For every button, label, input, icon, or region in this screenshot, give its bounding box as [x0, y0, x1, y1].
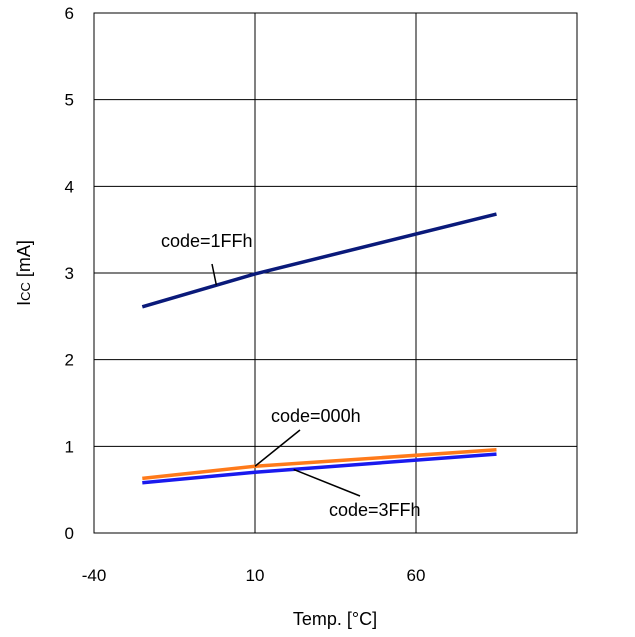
annotation-leader-line [211, 263, 218, 286]
annotation-label: code=1FFh [161, 231, 253, 251]
series-annotations: code=1FFh code=000h code=3FFh [161, 231, 421, 520]
y-tick-label: 6 [65, 4, 74, 23]
series-lines [141, 212, 497, 485]
y-tick-label: 5 [65, 91, 74, 110]
series-line-1 [141, 212, 497, 309]
y-axis-label-main: I [14, 301, 34, 306]
y-axis-label-unit: [mA] [14, 240, 34, 282]
annotation-leader-line [293, 468, 361, 497]
y-tick-label: 3 [65, 264, 74, 283]
x-tick-label: 60 [407, 566, 426, 585]
annotation-label: code=3FFh [329, 500, 421, 520]
x-axis-label: Temp. [°C] [293, 609, 377, 629]
x-tick-label: 10 [246, 566, 265, 585]
y-axis-label-sub: CC [18, 282, 33, 301]
y-axis-ticks: 0 1 2 3 4 5 6 [65, 4, 74, 543]
annotation-leader-line [254, 429, 301, 467]
y-tick-label: 4 [65, 177, 74, 196]
y-tick-label: 1 [65, 437, 74, 456]
x-tick-label: -40 [82, 566, 107, 585]
annotation-label: code=000h [271, 406, 361, 426]
y-tick-label: 0 [65, 524, 74, 543]
series-line-2 [142, 448, 497, 481]
y-tick-label: 2 [65, 351, 74, 370]
x-axis-ticks: -40 10 60 [82, 566, 426, 585]
y-axis-label: ICC [mA] [14, 240, 34, 306]
series-line-3 [142, 452, 497, 485]
